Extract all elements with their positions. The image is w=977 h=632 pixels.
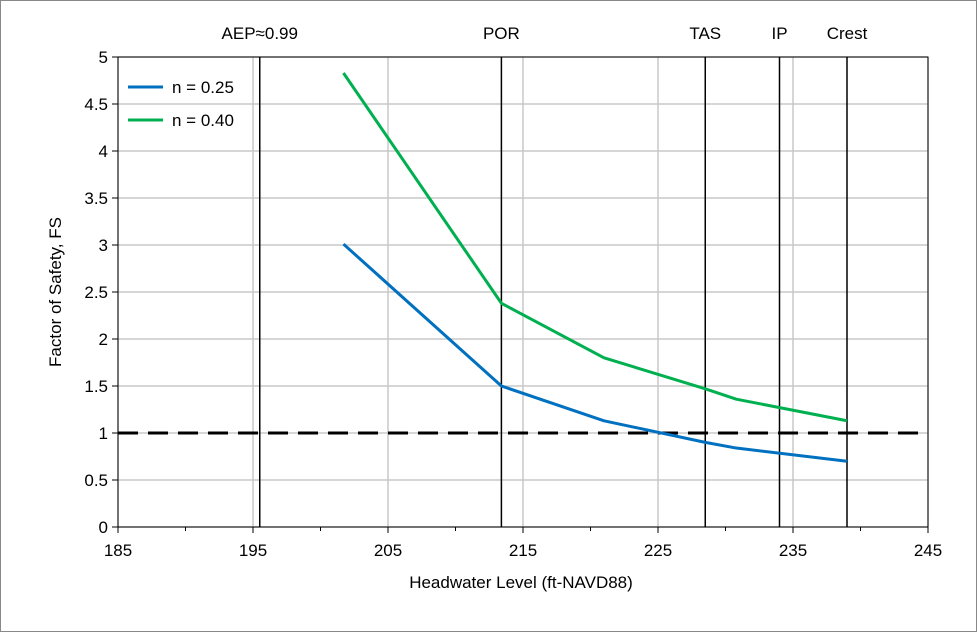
legend-label: n = 0.40 bbox=[172, 111, 234, 130]
x-tick-label: 195 bbox=[239, 541, 267, 560]
x-tick-label: 185 bbox=[104, 541, 132, 560]
y-tick-label: 0 bbox=[99, 518, 108, 537]
reference-lines: AEP≈0.99 POR TAS IP Crest bbox=[118, 24, 928, 527]
legend: n = 0.25 n = 0.40 bbox=[128, 78, 234, 130]
series-line-2 bbox=[342, 72, 848, 423]
axis-ticks: 0 0.5 1 1.5 2 2.5 3 3.5 4 4.5 5 185 195 205 215 225 235 2… bbox=[84, 48, 942, 560]
x-tick-label: 245 bbox=[914, 541, 942, 560]
y-tick-label: 0.5 bbox=[84, 471, 108, 490]
ref-line-label: TAS bbox=[689, 24, 721, 43]
series-line-1 bbox=[342, 242, 848, 463]
y-tick-label: 4 bbox=[99, 142, 108, 161]
y-tick-label: 3 bbox=[99, 236, 108, 255]
y-tick-label: 5 bbox=[99, 48, 108, 67]
x-tick-label: 215 bbox=[509, 541, 537, 560]
ref-line-label: AEP≈0.99 bbox=[222, 24, 298, 43]
ref-line-label: IP bbox=[771, 24, 787, 43]
x-tick-label: 235 bbox=[779, 541, 807, 560]
ref-line-label: Crest bbox=[827, 24, 868, 43]
ref-line-label: POR bbox=[483, 24, 520, 43]
x-axis-label: Headwater Level (ft-NAVD88) bbox=[409, 573, 633, 592]
y-tick-label: 2 bbox=[99, 330, 108, 349]
y-tick-label: 2.5 bbox=[84, 283, 108, 302]
x-tick-label: 205 bbox=[374, 541, 402, 560]
y-tick-label: 1.5 bbox=[84, 377, 108, 396]
series-lines bbox=[342, 72, 848, 463]
y-tick-label: 4.5 bbox=[84, 95, 108, 114]
legend-label: n = 0.25 bbox=[172, 78, 234, 97]
y-axis-label: Factor of Safety, FS bbox=[46, 217, 65, 367]
x-tick-label: 225 bbox=[644, 541, 672, 560]
y-tick-label: 1 bbox=[99, 424, 108, 443]
y-tick-label: 3.5 bbox=[84, 189, 108, 208]
